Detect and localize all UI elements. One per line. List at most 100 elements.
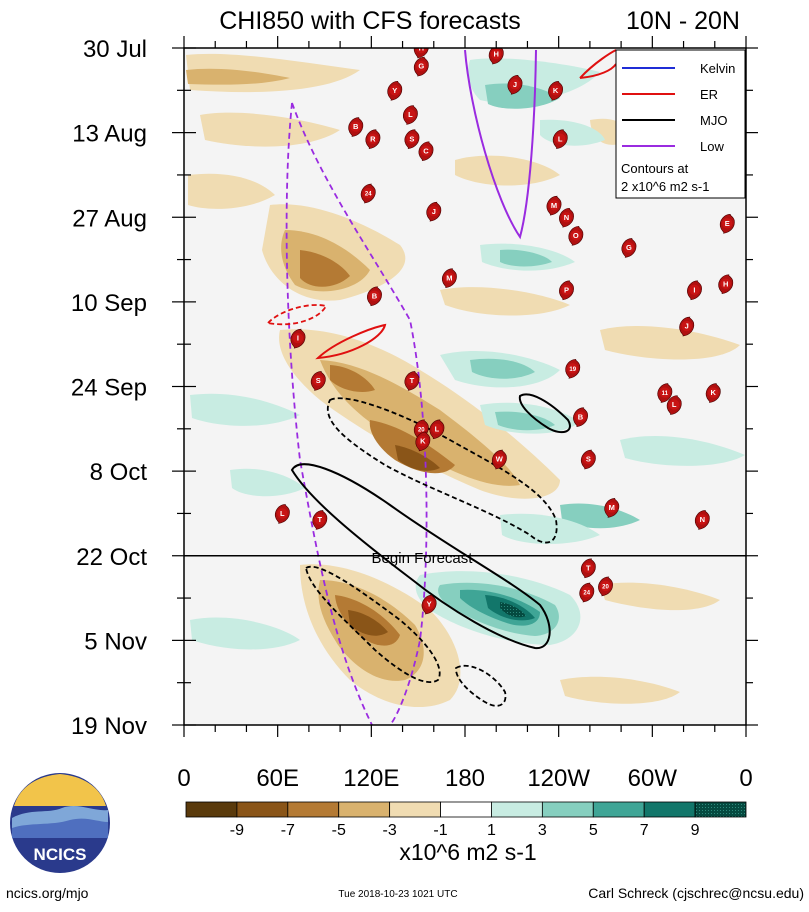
storm-core xyxy=(420,145,432,156)
x-tick-label: 120W xyxy=(527,765,590,792)
storm-label: Y xyxy=(427,600,432,609)
storm-label: 24 xyxy=(365,192,372,198)
storm-core xyxy=(722,218,733,229)
storm-marker: K xyxy=(705,383,721,403)
storm-core xyxy=(313,375,324,386)
storm-label: L xyxy=(672,400,677,409)
storm-marker: G xyxy=(621,238,637,258)
colorbar-tick-label: -3 xyxy=(383,822,397,839)
storm-core xyxy=(555,133,566,144)
storm-label: L xyxy=(558,134,563,143)
storm-core xyxy=(431,423,443,435)
storm-marker: B xyxy=(348,117,364,137)
storm-core xyxy=(575,411,586,422)
storm-core xyxy=(350,121,361,132)
storm-label: S xyxy=(409,134,414,143)
storm-marker: L xyxy=(429,419,445,440)
x-tick-label: 60E xyxy=(256,765,299,792)
storm-core xyxy=(583,562,594,574)
storm-core xyxy=(659,387,671,398)
colorbar-swatch xyxy=(287,801,340,818)
storm-label: G xyxy=(418,62,424,71)
storm-label: B xyxy=(578,412,584,421)
storm-core xyxy=(550,85,561,96)
colorbar-tick-label: -7 xyxy=(281,822,295,839)
colorbar-swatch xyxy=(541,801,594,818)
storm-core xyxy=(681,320,692,332)
storm-marker: S xyxy=(404,129,420,149)
storm-label: S xyxy=(586,455,591,464)
x-tick-label: 0 xyxy=(177,765,190,792)
storm-label: M xyxy=(446,273,452,282)
storm-label: H xyxy=(419,44,424,53)
storm-label: 19 xyxy=(569,367,576,373)
storm-marker: S xyxy=(310,371,326,391)
storm-label: J xyxy=(432,207,436,216)
legend-label-mjo: MJO xyxy=(700,113,727,128)
storm-core xyxy=(600,580,611,592)
chart-title: CHI850 with CFS forecasts xyxy=(219,7,521,35)
storm-core xyxy=(491,48,502,60)
storm-label: 20 xyxy=(418,427,425,433)
storm-core xyxy=(405,109,416,120)
storm-core xyxy=(720,278,731,289)
storm-marker: 20 xyxy=(598,576,613,597)
storm-label: K xyxy=(553,86,559,95)
storm-label: 11 xyxy=(662,391,669,397)
logo-water xyxy=(12,818,108,838)
storm-label: G xyxy=(626,243,632,252)
storm-label: H xyxy=(723,279,728,288)
storm-marker: G xyxy=(413,56,429,77)
storm-core xyxy=(314,514,326,525)
colorbar-tick-label: -5 xyxy=(332,822,346,839)
storm-label: K xyxy=(420,437,426,446)
storm-label: L xyxy=(408,110,413,119)
legend-box xyxy=(615,49,746,199)
colorbar-swatch xyxy=(694,801,747,818)
y-tick-label: 27 Aug xyxy=(72,205,147,232)
colorbar-tick-label: 7 xyxy=(640,822,649,839)
storm-label: 20 xyxy=(602,585,609,591)
colorbar-tick-label: 9 xyxy=(691,822,700,839)
storm-marker: C xyxy=(418,141,434,162)
mjo-contour-dashed-small xyxy=(455,664,507,707)
storm-core xyxy=(423,598,435,610)
colorbar-swatch xyxy=(338,801,391,818)
colorbar-tick-label: 1 xyxy=(487,822,496,839)
storm-label: J xyxy=(513,80,517,89)
legend-label-low: Low xyxy=(700,139,724,154)
storm-label: M xyxy=(609,503,615,512)
logo-sun-band xyxy=(14,774,106,806)
storm-marker: W xyxy=(491,449,507,470)
storm-core xyxy=(581,586,592,598)
storm-label: T xyxy=(318,515,323,524)
storm-marker: Y xyxy=(387,81,403,101)
colorbar-tick-label: 5 xyxy=(589,822,598,839)
storm-label: E xyxy=(725,219,730,228)
x-tick-label: 180 xyxy=(445,765,485,792)
colorbar-swatch xyxy=(643,801,696,818)
storm-label: T xyxy=(586,563,591,572)
storm-marker: R xyxy=(365,129,381,149)
ncics-logo: NCICS xyxy=(10,773,110,873)
storm-core xyxy=(623,242,635,253)
storm-core xyxy=(417,435,429,447)
storm-marker: K xyxy=(415,431,431,452)
colorbar-swatch xyxy=(491,801,543,818)
storm-label: W xyxy=(496,455,504,464)
storm-marker: I xyxy=(290,328,306,349)
storm-core xyxy=(583,453,594,465)
mjo-contour-small xyxy=(518,393,571,434)
storm-marker: N xyxy=(559,207,574,228)
legend: Kelvin ER MJO Low Contours at 2 x10^6 m2 s-… xyxy=(615,49,746,199)
colorbar-tick-label: 3 xyxy=(538,822,547,839)
storm-marker: E xyxy=(719,213,735,234)
storm-core xyxy=(292,332,304,344)
storm-core xyxy=(389,85,400,96)
storm-marker: S xyxy=(580,449,596,470)
x-tick-label: 120E xyxy=(343,765,399,792)
storm-label: I xyxy=(297,334,299,343)
colorbar-swatch xyxy=(440,801,492,818)
storm-core xyxy=(570,230,582,241)
storm-core xyxy=(406,133,418,144)
